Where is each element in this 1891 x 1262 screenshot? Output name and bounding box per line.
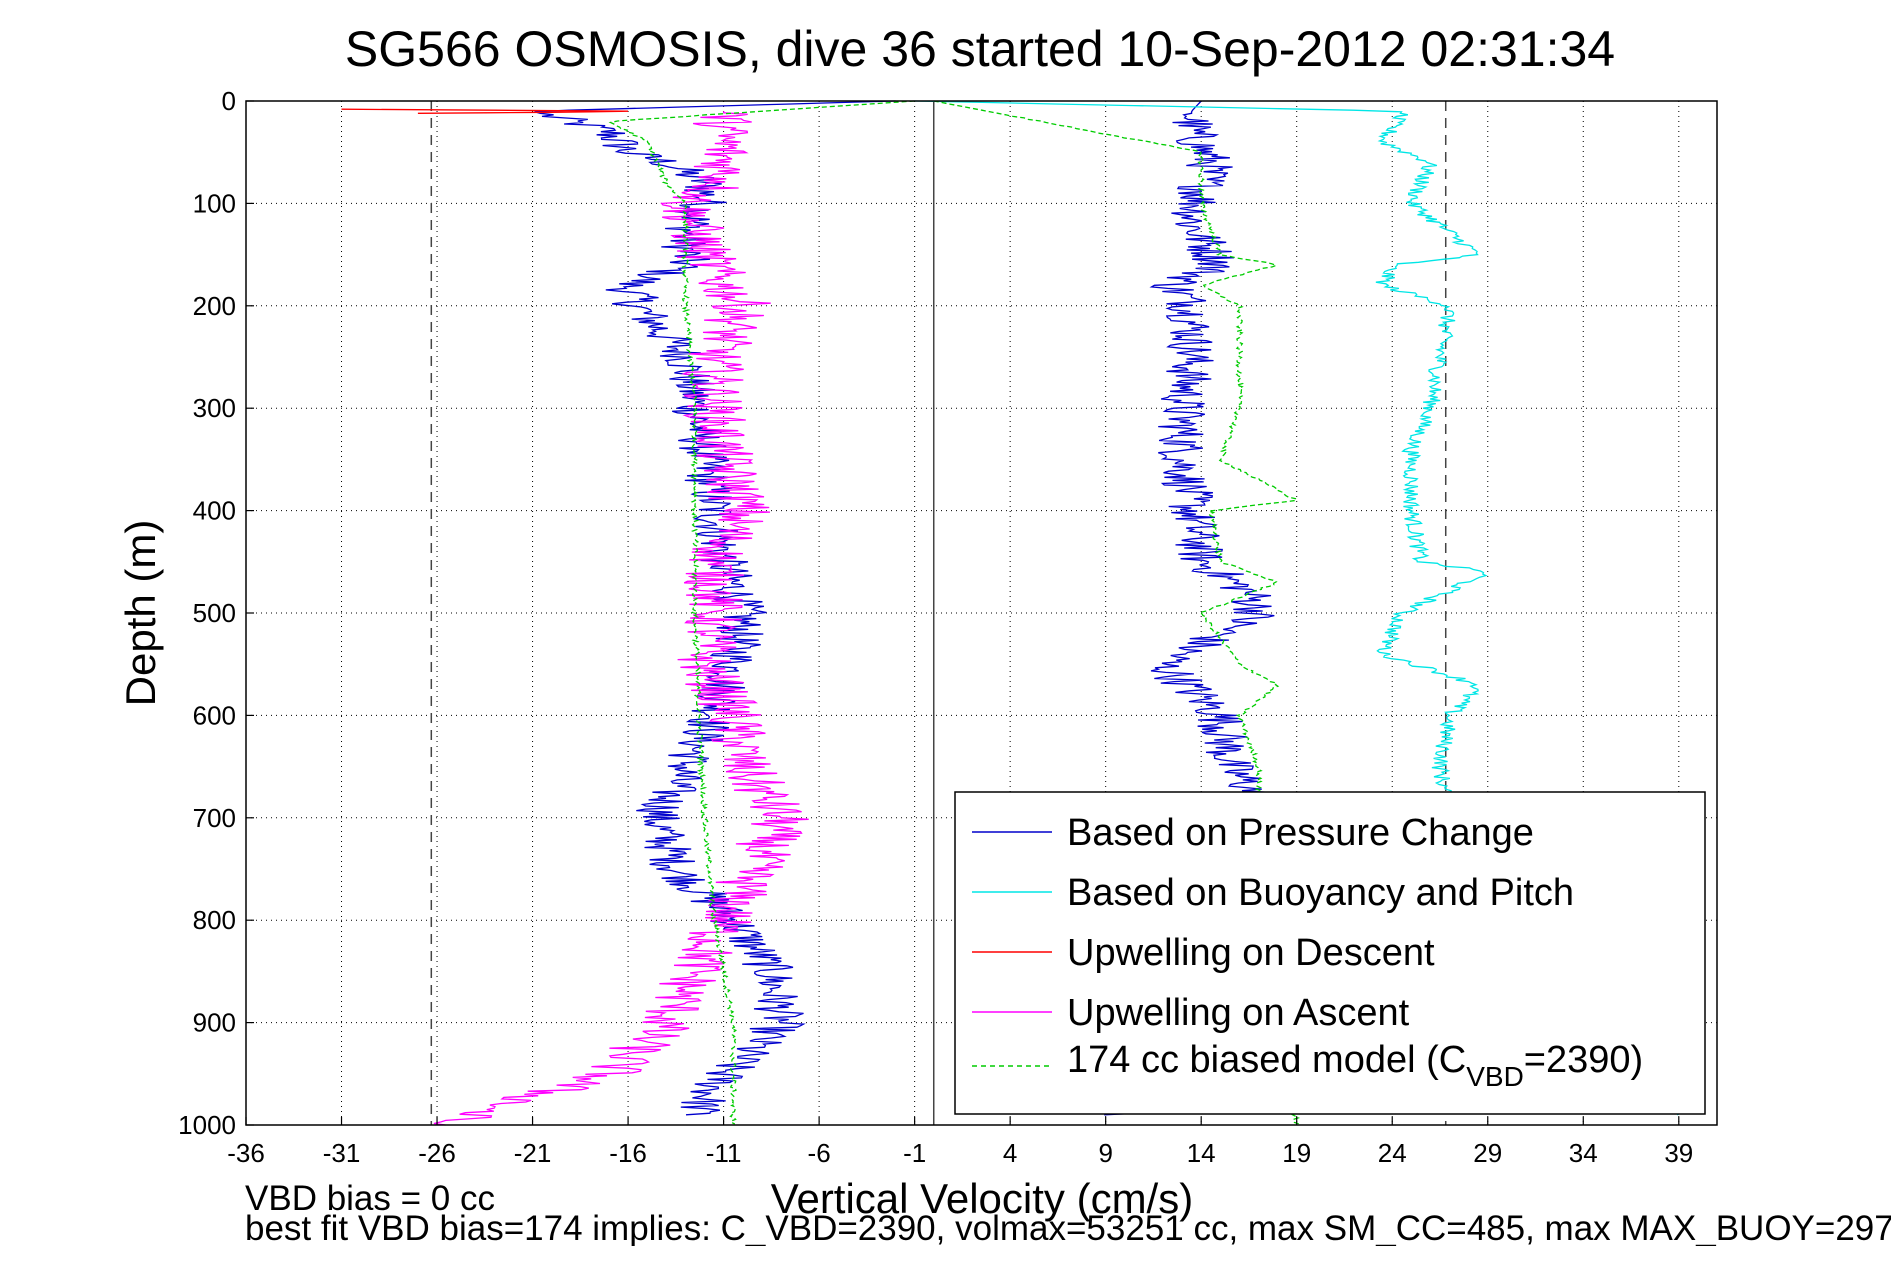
legend-label-model: 174 cc biased model (CVBD=2390): [1067, 1039, 1643, 1092]
series-line-3: [341, 108, 629, 114]
y-tick-label-0: 0: [222, 86, 236, 116]
x-tick-label-6: -6: [808, 1138, 831, 1168]
x-tick-label-0: -36: [227, 1138, 265, 1168]
x-tick-label-1: -31: [323, 1138, 361, 1168]
y-tick-label-1: 100: [193, 188, 236, 218]
y-tick-label-2: 200: [193, 291, 236, 321]
x-tick-label-4: -16: [609, 1138, 647, 1168]
legend: Based on Pressure Change Based on Buoyan…: [954, 791, 1706, 1115]
legend-label-model-tail: =2390): [1524, 1039, 1643, 1081]
series-line-0: [534, 100, 896, 1116]
legend-label-model-main: 174 cc biased model (C: [1067, 1039, 1466, 1081]
x-tick-label-10: 14: [1187, 1138, 1216, 1168]
y-tick-label-10: 1000: [178, 1110, 236, 1140]
x-tick-label-14: 34: [1569, 1138, 1598, 1168]
y-axis-label: Depth (m): [117, 520, 164, 707]
x-tick-labels: -36 -31 -26 -21 -16 -11 -6 -1 4 9 14 19 24 29 34 39: [227, 1117, 1693, 1168]
x-tick-label-2: -26: [418, 1138, 456, 1168]
x-tick-label-13: 29: [1473, 1138, 1502, 1168]
x-tick-label-8: 4: [1003, 1138, 1017, 1168]
footer-vbd-bias: VBD bias = 0 cc: [245, 1179, 495, 1218]
x-tick-label-3: -21: [514, 1138, 552, 1168]
series-line-4: [433, 111, 809, 1126]
series-line-5: [608, 100, 915, 1125]
y-tick-label-9: 900: [193, 1008, 236, 1038]
x-tick-label-9: 9: [1098, 1138, 1112, 1168]
y-tick-label-3: 300: [193, 393, 236, 423]
y-tick-label-6: 600: [193, 700, 236, 730]
x-tick-label-12: 24: [1378, 1138, 1407, 1168]
x-tick-label-11: 19: [1282, 1138, 1311, 1168]
legend-label-ascent: Upwelling on Ascent: [1067, 992, 1410, 1034]
legend-label-model-sub: VBD: [1466, 1061, 1524, 1092]
chart-title: SG566 OSMOSIS, dive 36 started 10-Sep-20…: [345, 21, 1615, 77]
x-axis-label: Vertical Velocity (cm/s): [771, 1175, 1193, 1222]
y-tick-label-7: 700: [193, 803, 236, 833]
y-tick-label-8: 800: [193, 905, 236, 935]
y-tick-labels: 0 100 200 300 400 500 600 700 800 900 1000: [178, 86, 254, 1140]
x-tick-label-15: 39: [1664, 1138, 1693, 1168]
y-tick-label-5: 500: [193, 598, 236, 628]
legend-label-pressure: Based on Pressure Change: [1067, 812, 1534, 854]
legend-label-buoyancy: Based on Buoyancy and Pitch: [1067, 872, 1574, 914]
footer-best-fit: best fit VBD bias=174 implies: C_VBD=239…: [245, 1211, 1891, 1246]
legend-box: [954, 791, 1706, 1115]
x-tick-label-5: -11: [706, 1138, 742, 1168]
x-tick-label-7: -1: [903, 1138, 926, 1168]
legend-label-descent: Upwelling on Descent: [1067, 932, 1435, 974]
y-tick-label-4: 400: [193, 496, 236, 526]
